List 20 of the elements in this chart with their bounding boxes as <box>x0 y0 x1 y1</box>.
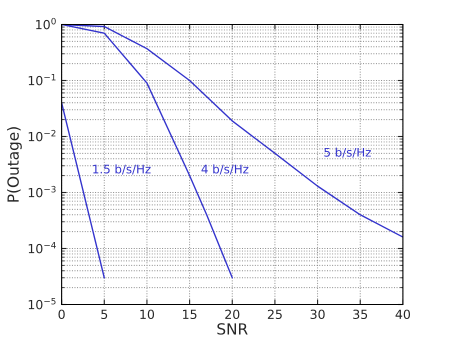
x-tick-label: 35 <box>353 310 368 320</box>
y-tick-label: 10$^{−4}$ <box>28 242 56 254</box>
y-tick-label: 10$^{0}$ <box>36 18 56 30</box>
series-label: 1.5 b/s/Hz <box>93 164 151 174</box>
y-axis-title: P(Outage) <box>7 127 22 202</box>
x-axis-title: SNR <box>217 323 248 335</box>
x-tick-label: 30 <box>310 310 325 320</box>
y-tick-label: 10$^{−3}$ <box>28 186 56 198</box>
series-label: 4 b/s/Hz <box>202 164 248 174</box>
x-tick-label: 10 <box>140 310 154 320</box>
x-tick-label: 20 <box>225 310 240 320</box>
x-tick-label: 5 <box>101 310 108 320</box>
y-tick-label: 10$^{−2}$ <box>28 130 56 142</box>
x-tick-label: 40 <box>396 310 410 320</box>
x-tick-label: 15 <box>183 310 196 320</box>
y-tick-label: 10$^{−1}$ <box>28 74 56 86</box>
y-tick-label: 10$^{−5}$ <box>28 298 56 310</box>
x-tick-label: 25 <box>268 310 282 320</box>
text: 5 b/s/Hz <box>324 148 371 158</box>
x-tick-label: 0 <box>58 310 65 320</box>
